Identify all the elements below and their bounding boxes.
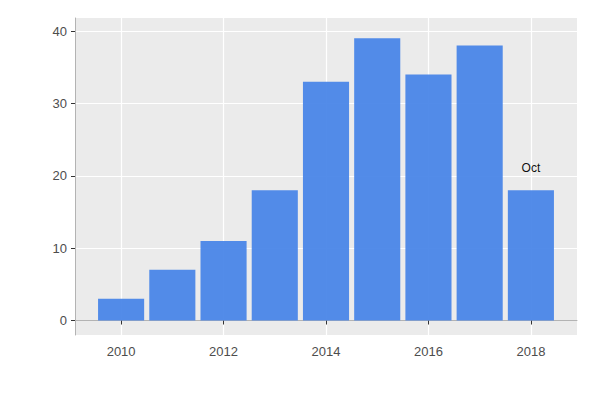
svg-text:2016: 2016 (414, 344, 443, 359)
svg-text:0: 0 (60, 313, 67, 328)
svg-text:40: 40 (53, 24, 67, 39)
svg-text:2018: 2018 (516, 344, 545, 359)
svg-text:2010: 2010 (107, 344, 136, 359)
svg-text:30: 30 (53, 96, 67, 111)
svg-text:Oct: Oct (522, 161, 541, 175)
svg-text:2014: 2014 (312, 344, 341, 359)
svg-text:20: 20 (53, 168, 67, 183)
svg-text:10: 10 (53, 241, 67, 256)
svg-text:2012: 2012 (209, 344, 238, 359)
